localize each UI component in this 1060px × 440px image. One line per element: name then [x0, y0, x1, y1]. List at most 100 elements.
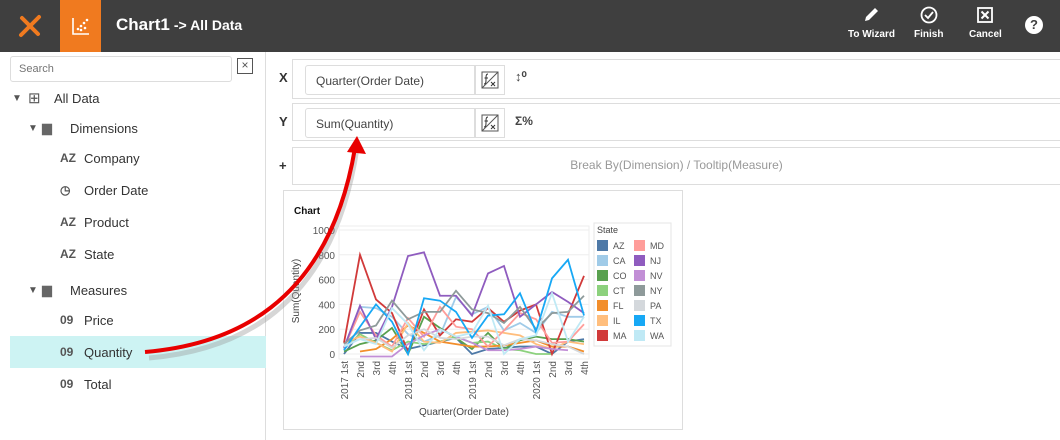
legend-swatch-wa: [634, 330, 645, 341]
x-tick-label: 2019 1st: [468, 361, 479, 400]
legend-swatch-pa: [634, 300, 645, 311]
series-line-fl: [359, 324, 585, 353]
tree-node-dimensions[interactable]: ▼ ▆ Dimensions: [28, 118, 138, 138]
x-field[interactable]: Quarter(Order Date): [305, 65, 475, 95]
break-by-dropzone[interactable]: Break By(Dimension) / Tooltip(Measure): [292, 147, 1060, 185]
expand-triangle-icon[interactable]: ▼: [12, 92, 22, 104]
series-line-pa: [343, 328, 585, 355]
expand-triangle-icon[interactable]: ▼: [28, 122, 38, 134]
cancel-label: Cancel: [969, 29, 1002, 40]
x-tick-label: 2017 1st: [340, 361, 351, 400]
tree-item-company[interactable]: AZ Company: [60, 148, 140, 168]
tree-label: Measures: [70, 282, 128, 298]
legend-label: CO: [613, 271, 627, 281]
y-tick-label: 200: [318, 325, 335, 336]
legend-swatch-az: [597, 240, 608, 251]
tree-item-price[interactable]: 09 Price: [60, 310, 114, 330]
table-icon: ⊞: [28, 90, 41, 107]
search-input[interactable]: [10, 56, 232, 82]
breadcrumb: -> All Data: [173, 17, 243, 33]
page-title: Chart1 -> All Data: [116, 15, 242, 35]
tree-label: State: [84, 246, 115, 262]
y-axis-title: Sum(Quantity): [291, 259, 302, 323]
y-binding-row: Sum(Quantity) Σ%: [292, 103, 1060, 141]
x-tick-label: 4th: [516, 361, 527, 375]
formula-icon[interactable]: [475, 65, 505, 95]
legend-swatch-ny: [634, 285, 645, 296]
tree-item-order-date[interactable]: ◷ Order Date: [60, 180, 148, 200]
series-line-co: [343, 315, 585, 356]
y-tick-label: 1000: [313, 226, 336, 237]
expand-triangle-icon[interactable]: ▼: [28, 284, 38, 296]
chart-name: Chart1: [116, 15, 170, 34]
finish-button[interactable]: Finish: [914, 6, 943, 40]
tree-label: Company: [84, 150, 140, 166]
legend-title: State: [597, 225, 618, 235]
tree-label: Dimensions: [70, 120, 138, 136]
cancel-button[interactable]: Cancel: [969, 6, 1002, 40]
app-logo-icon[interactable]: [0, 0, 60, 52]
y-tick-label: 400: [318, 300, 335, 311]
legend-swatch-ca: [597, 255, 608, 266]
chart-type-icon[interactable]: [60, 0, 101, 52]
tree-item-product[interactable]: AZ Product: [60, 212, 129, 232]
x-tick-label: 3rd: [500, 361, 511, 375]
date-type-icon: ◷: [60, 183, 71, 197]
tree-node-all-data[interactable]: ▼ ⊞ All Data: [12, 88, 100, 108]
tree-label: All Data: [54, 90, 100, 106]
series-line-nj: [343, 251, 585, 349]
finish-label: Finish: [914, 29, 944, 40]
x-tick-label: 2020 1st: [532, 361, 543, 400]
to-wizard-label: To Wizard: [848, 29, 895, 40]
legend-label: MA: [613, 331, 627, 341]
folder-icon: ▆: [42, 282, 52, 297]
x-tick-label: 2nd: [356, 361, 367, 378]
aggregate-percent-icon[interactable]: Σ%: [515, 114, 533, 128]
tree-item-quantity[interactable]: 09 Quantity: [60, 342, 132, 362]
legend-label: TX: [650, 316, 662, 326]
formula-icon[interactable]: [475, 108, 505, 138]
pencil-icon: [865, 8, 879, 21]
add-binding-button[interactable]: +: [279, 158, 287, 173]
data-panel: × ▼ ⊞ All Data ▼ ▆ Dimensions AZ Company ◷ Ord…: [0, 52, 266, 440]
x-tick-label: 4th: [452, 361, 463, 375]
legend-swatch-nv: [634, 270, 645, 281]
legend-label: CA: [613, 256, 626, 266]
line-chart: Chart 0 200 400 600 800 1000 2017 1st 2nd 3rd 4th 2…: [291, 206, 672, 418]
sort-icon[interactable]: ↕⁰: [515, 69, 527, 84]
selected-highlight: [10, 336, 266, 368]
legend-label: FL: [613, 301, 624, 311]
tree-item-total[interactable]: 09 Total: [60, 374, 111, 394]
clear-search-icon[interactable]: ×: [237, 58, 253, 74]
legend-label: PA: [650, 301, 661, 311]
help-button[interactable]: ?: [1025, 16, 1043, 34]
text-type-icon: AZ: [60, 151, 76, 165]
series-line-wa: [343, 290, 585, 356]
legend-label: NV: [650, 271, 663, 281]
to-wizard-button[interactable]: To Wizard: [848, 6, 895, 40]
series-line-md: [343, 305, 585, 349]
top-bar: Chart1 -> All Data To Wizard Finish Cance…: [0, 0, 1060, 52]
x-tick-label: 3rd: [372, 361, 383, 375]
y-field[interactable]: Sum(Quantity): [305, 108, 475, 138]
tree-label: Product: [84, 214, 129, 230]
legend-swatch-nj: [634, 255, 645, 266]
legend-label: NY: [650, 286, 663, 296]
x-tick-label: 2018 1st: [404, 361, 415, 400]
text-type-icon: AZ: [60, 215, 76, 229]
legend-label: IL: [613, 316, 621, 326]
y-axis-label: Y: [279, 114, 288, 129]
legend-swatch-fl: [597, 300, 608, 311]
chart-preview: Chart 0 200 400 600 800 1000 2017 1st 2nd 3rd 4th 2…: [283, 190, 683, 430]
legend-swatch-ct: [597, 285, 608, 296]
y-tick-label: 800: [318, 251, 335, 262]
tree-item-state[interactable]: AZ State: [60, 244, 114, 264]
legend-label: MD: [650, 241, 664, 251]
tree-node-measures[interactable]: ▼ ▆ Measures: [28, 280, 127, 300]
y-tick-label: 600: [318, 276, 335, 287]
number-type-icon: 09: [60, 313, 74, 327]
tree-label: Order Date: [84, 182, 149, 198]
x-tick-label: 4th: [388, 361, 399, 375]
x-tick-label: 3rd: [564, 361, 575, 375]
number-type-icon: 09: [60, 377, 74, 391]
